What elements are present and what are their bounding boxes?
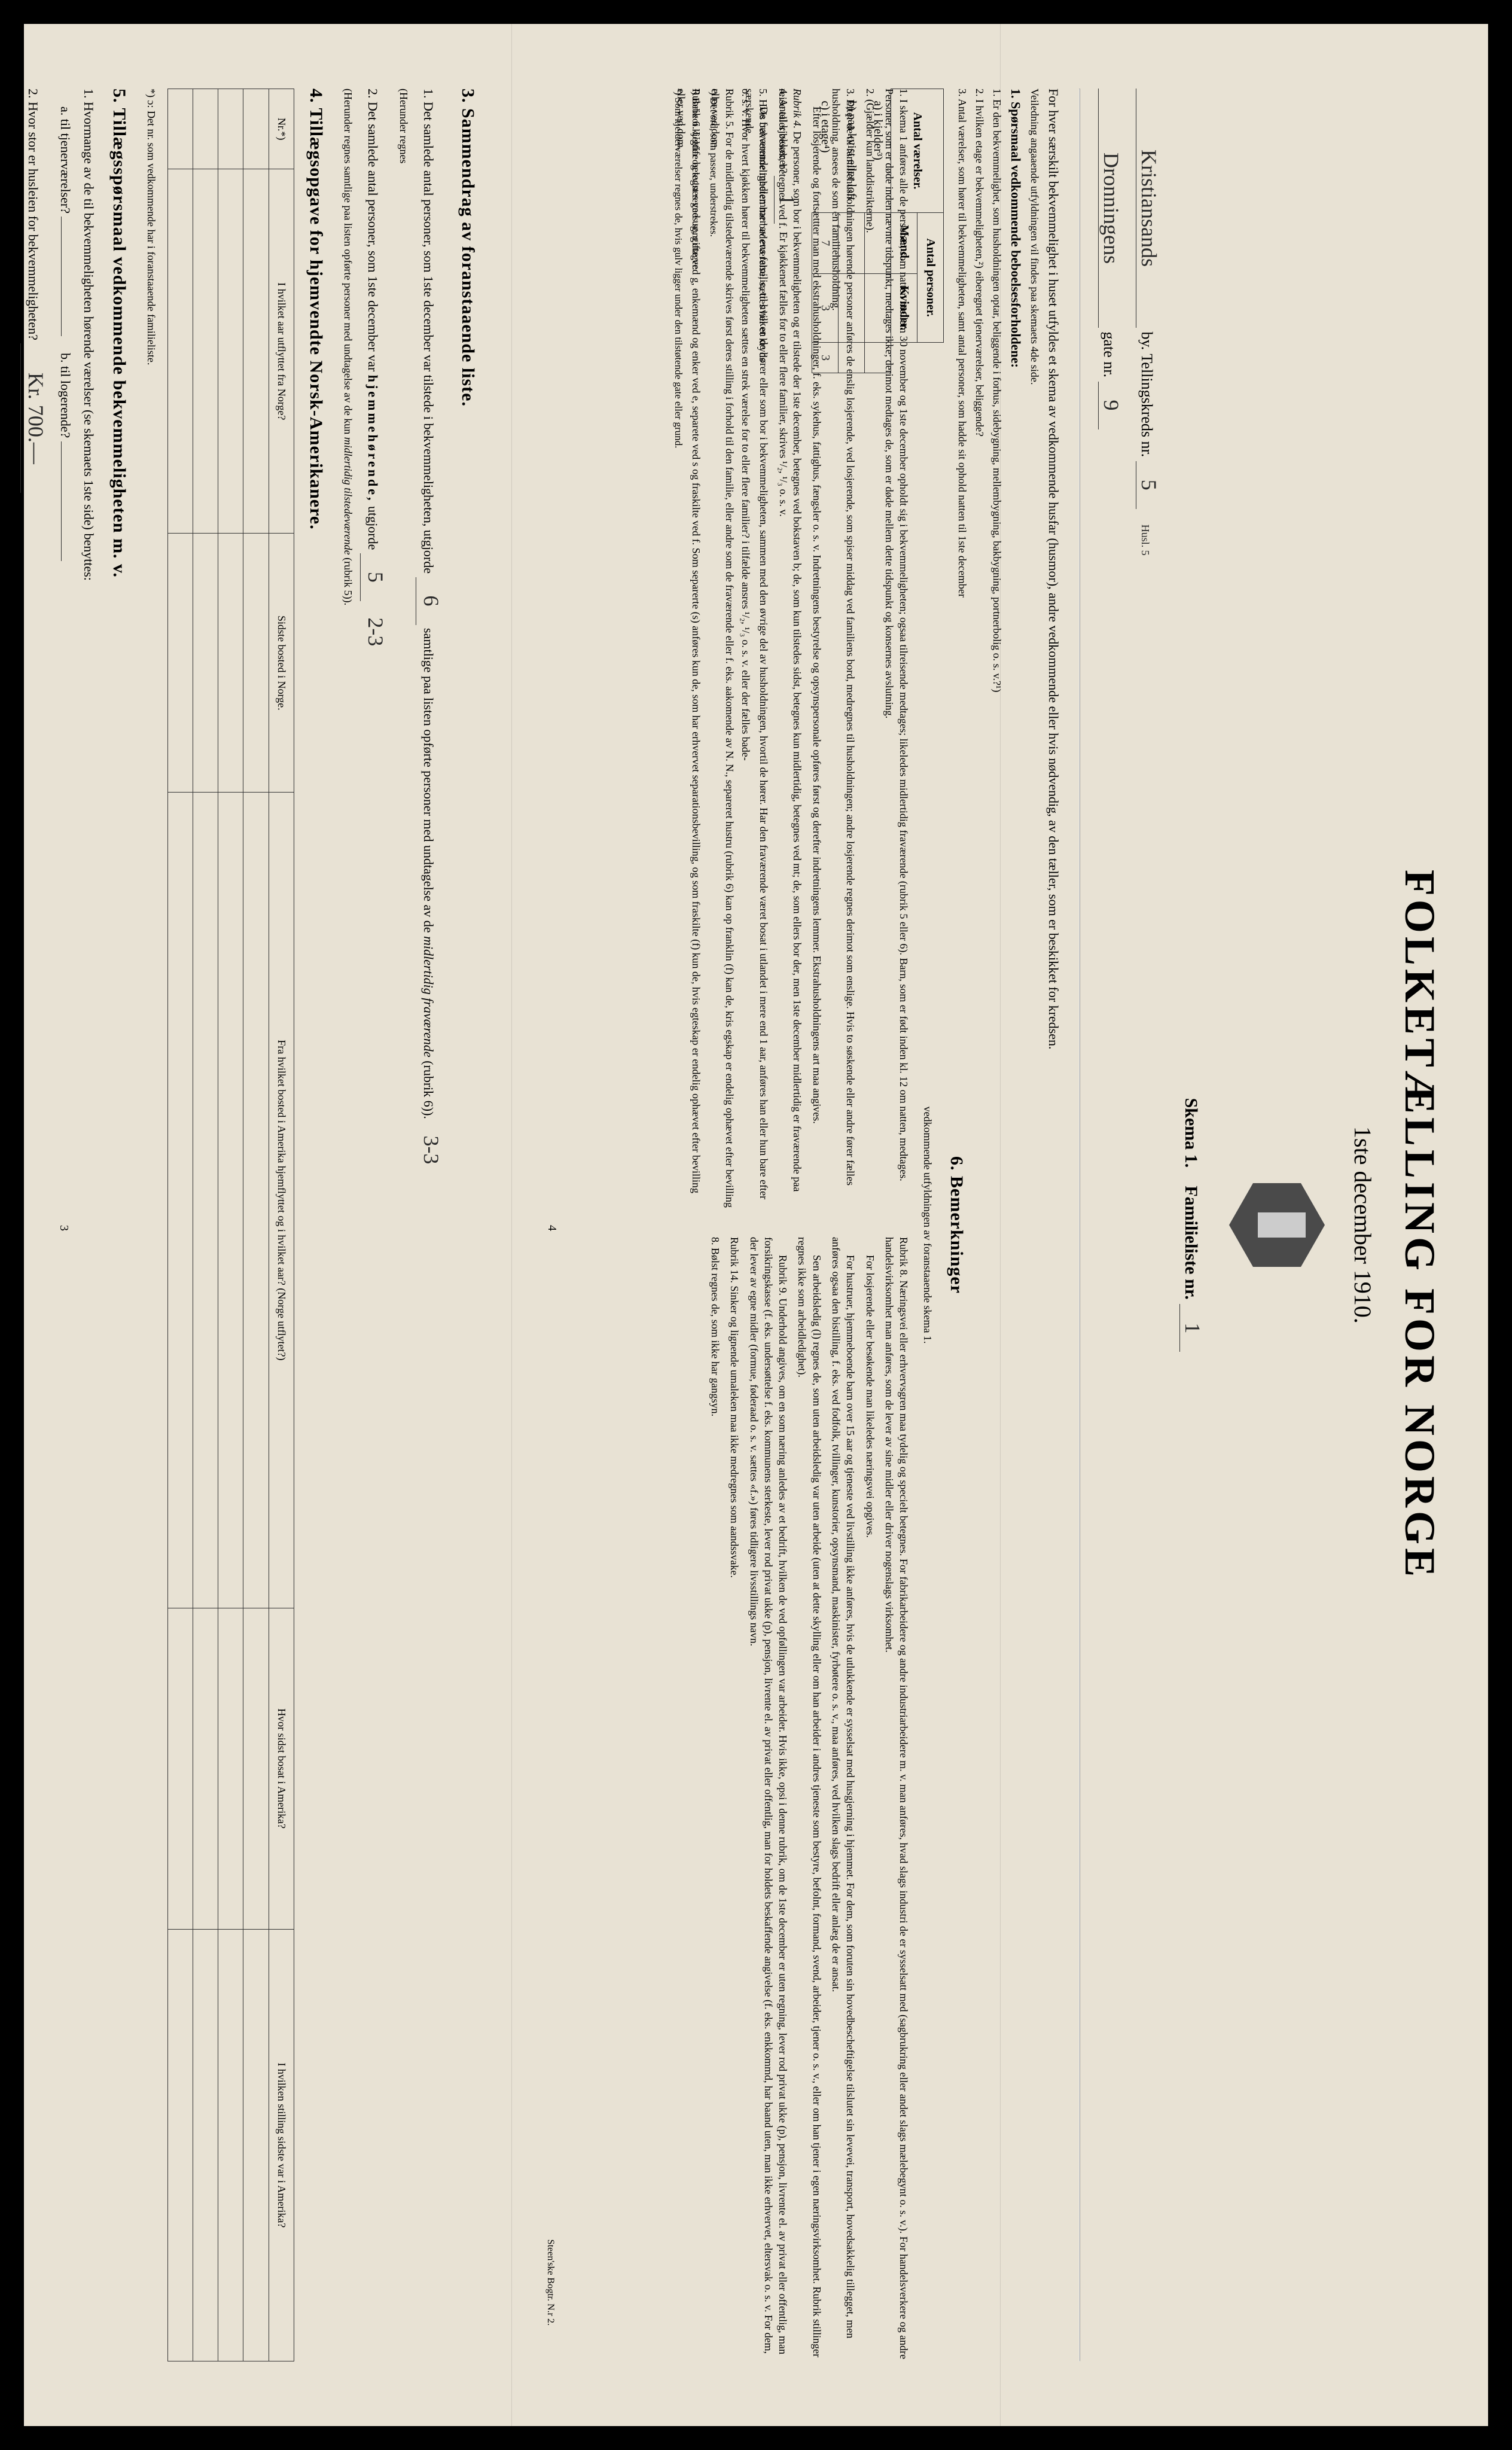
table-row bbox=[243, 89, 269, 2361]
section-5-heading: 5. Tillægsspørsmaal vedkommende bekvemme… bbox=[106, 89, 131, 2361]
section-4-table: Nr.*)I hvilket aar utflyttet fra Norge?S… bbox=[167, 89, 294, 2361]
table-row bbox=[218, 89, 243, 2361]
s3-item2: 2. Det samlede antal personer, som 1ste … bbox=[360, 89, 391, 2361]
s5-q2-value: Kr. 700.— bbox=[20, 343, 50, 493]
fn3: ³) Som kjelderværelser regnes de, hvis g… bbox=[671, 89, 687, 2361]
intro-2: Veiledning angaaende utfyldningen vil fi… bbox=[1028, 89, 1041, 2361]
table-row bbox=[193, 89, 218, 2361]
s3-item2-note: (Herunder regnes samtlige paa listen opf… bbox=[340, 89, 355, 2361]
p3-q3: 3. Antal værelser, som hører til bekvemm… bbox=[956, 89, 968, 2361]
kreds-value: 5 bbox=[1136, 461, 1162, 509]
s4-col-header: Hvor sidst bosat i Amerika? bbox=[269, 1608, 294, 1929]
s3-item1-herunder: (Herunder regnes bbox=[395, 89, 410, 2361]
table-row: c) i etage⁴)733 bbox=[812, 89, 839, 373]
page-1: 3. Sammendrag av foranstaaende liste. 1.… bbox=[24, 24, 512, 2426]
intro-1: For hver særskilt bekvemmelighet i huset… bbox=[1045, 89, 1061, 2361]
s4-col-header: I hvilket aar utflyttet fra Norge? bbox=[269, 169, 294, 534]
coat-of-arms-icon bbox=[1229, 1183, 1325, 1267]
s3-item1-count: 3-3 bbox=[419, 1135, 443, 1164]
by-line: Kristiansands by. Tellingskreds nr. 5 Hu… bbox=[1136, 89, 1162, 2361]
fn2: ²) Bebeot kjelder og kvist regnes som et… bbox=[688, 89, 704, 2361]
section-1-heading: 1. Spørsmaal vedkommende beboelsesforhol… bbox=[1008, 89, 1023, 2361]
s4-footnote: *) ɔ: Det nr. som vedkommende har i fora… bbox=[143, 89, 158, 2361]
s4-col-header: Sidste bosted i Norge. bbox=[269, 534, 294, 793]
skema-label: Skema 1. Familieliste nr. 1 bbox=[1179, 89, 1205, 2361]
census-document: 3. Sammendrag av foranstaaende liste. 1.… bbox=[24, 24, 1488, 2426]
s6-p7: Rubrik 8. Næringsvei eller erhvervsgren … bbox=[882, 1237, 912, 2361]
fn1: ¹) Det ord, som passer, understrekes. bbox=[706, 89, 722, 2361]
gate-line: Dronningens gate nr. 9 bbox=[1098, 89, 1124, 2361]
gate-value: 9 bbox=[1098, 382, 1124, 429]
p3-q4: 4. Antal kjøkkener? 1 Er kjøkkenet fælle… bbox=[774, 89, 800, 2361]
census-date: 1ste december 1910. bbox=[1349, 89, 1377, 2361]
s4-col-header: Fra hvilket bosted i Amerika hjemflyttet… bbox=[269, 793, 294, 1608]
s3-item1: 1. Det samlede antal personer, som 1ste … bbox=[415, 89, 446, 2361]
census-title: FOLKETÆLLING FOR NORGE bbox=[1395, 89, 1444, 2361]
p3-table: Antal værelser. Antal personer. Mænd. Kv… bbox=[812, 89, 944, 373]
table-row bbox=[167, 89, 193, 2361]
familieliste-value: 1 bbox=[1179, 1304, 1205, 1352]
s4-col-header: Nr.*) bbox=[269, 89, 294, 169]
s5-q2-note: Særskilt spørsmaal for Kristiania: bbox=[0, 89, 15, 2361]
s6-subheading: vedkommende utfyldningen av foranstaaend… bbox=[920, 89, 935, 2361]
p3-q5b: o. s. v. Hvor hvert kjøkken hører til be… bbox=[739, 89, 752, 2361]
hus-note: Husl. 5 bbox=[1139, 525, 1151, 556]
s3-item1-value: 6 bbox=[415, 577, 446, 625]
page-num-4: 4 bbox=[544, 1225, 560, 1231]
section-3-heading: 3. Sammendrag av foranstaaende liste. bbox=[455, 89, 480, 2361]
page-3: FOLKETÆLLING FOR NORGE 1ste december 191… bbox=[1001, 24, 1488, 2426]
s5-q2: 2. Hvor stor er husleien for bekvemmelig… bbox=[20, 89, 50, 2361]
section-4-heading: 4. Tillægsopgave for hjemvendte Norsk-Am… bbox=[303, 89, 328, 2361]
s3-item2-value: 5 bbox=[360, 553, 391, 601]
s6-p7c: For hustruer, hjemmeboende barn over 15 … bbox=[829, 1237, 858, 2361]
s6-p7b: For losjerende eller besøkende man likel… bbox=[862, 1237, 877, 2361]
s4-col-header: I hvilken stilling sidste var i Amerika? bbox=[269, 1929, 294, 2361]
footnotes: ¹) Det ord, som passer, understrekes. ²)… bbox=[671, 89, 722, 2361]
p3-q1: 1. Er den bekvemmelighet, som husholdnin… bbox=[990, 89, 1003, 2361]
gate-handwritten: Dronningens bbox=[1098, 89, 1124, 328]
printer-mark: Steen'ske Bogtr. N.r 2. bbox=[544, 2239, 557, 2326]
table-row: a) i kjelder³) bbox=[865, 89, 891, 373]
page-num-3: 3 bbox=[56, 1225, 72, 1231]
s5-q1: 1. Hvormange av de til bekvemmeligheten … bbox=[79, 89, 97, 2361]
table-row: b) paa kvist eller loft bbox=[839, 89, 865, 373]
p3-q2: 2. I hvilken etage er bekvemmeligheten,²… bbox=[973, 89, 986, 2361]
by-handwritten: Kristiansands bbox=[1136, 89, 1162, 328]
p3-q5: 5. Hvis bekvemmeligheten har badeværelse… bbox=[757, 89, 769, 2361]
